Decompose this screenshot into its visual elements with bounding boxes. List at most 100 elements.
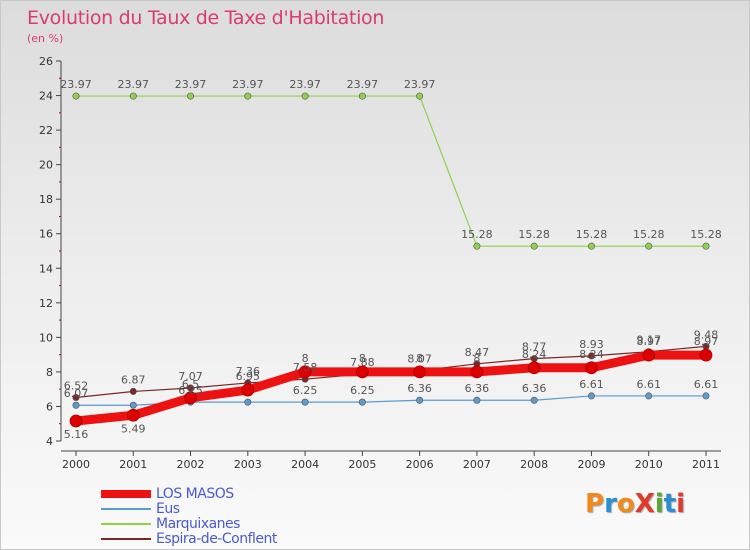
data-label: 8 <box>359 352 366 365</box>
legend-swatch <box>101 538 151 540</box>
legend-item: LOS MASOS <box>101 486 401 502</box>
y-tick-label: 22 <box>39 124 53 137</box>
y-tick-label: 14 <box>39 262 53 275</box>
data-point <box>642 348 656 362</box>
proxiti-logo: ProXiti <box>585 489 686 519</box>
data-label: 6.36 <box>465 382 490 395</box>
data-label: 8.24 <box>579 348 604 361</box>
data-label: 6.52 <box>64 379 89 392</box>
data-label: 23.97 <box>404 78 436 91</box>
series-los-masos <box>69 348 713 428</box>
data-label: 6.07 <box>64 387 89 400</box>
data-label: 6.36 <box>407 382 432 395</box>
data-label: 6.25 <box>350 384 375 397</box>
series-layer <box>69 92 713 428</box>
data-point <box>187 384 195 392</box>
legend-label: Eus <box>156 501 180 517</box>
y-tick-label: 18 <box>39 193 53 206</box>
data-point <box>129 401 137 409</box>
data-point <box>530 242 538 250</box>
data-label: 7.88 <box>350 356 375 369</box>
data-point <box>530 396 538 404</box>
data-point <box>184 391 197 405</box>
x-tick-label: 2007 <box>463 458 491 471</box>
data-point <box>587 352 595 360</box>
y-tick-label: 26 <box>39 55 53 68</box>
data-label: 5.16 <box>64 428 89 441</box>
legend-item: Eus <box>101 501 401 517</box>
data-label: 9.48 <box>694 328 719 341</box>
data-point <box>244 92 252 100</box>
data-label: 8.24 <box>522 348 547 361</box>
data-point <box>473 396 481 404</box>
data-label: 7.58 <box>293 361 318 374</box>
data-label: 15.28 <box>690 228 722 241</box>
x-tick-label: 2000 <box>62 458 90 471</box>
y-tick-label: 12 <box>39 297 53 310</box>
legend-item: Espira-de-Conflent <box>101 531 401 547</box>
x-tick-label: 2011 <box>692 458 720 471</box>
y-tick-label: 4 <box>46 435 53 448</box>
data-point <box>72 92 80 100</box>
data-label: 9.17 <box>636 334 661 347</box>
data-point <box>187 92 195 100</box>
data-point <box>470 365 484 379</box>
data-point <box>358 92 366 100</box>
data-point <box>527 361 541 375</box>
legend-item: Marquixanes <box>101 516 401 532</box>
series-marquixanes <box>72 92 710 250</box>
data-point <box>416 92 424 100</box>
data-label: 8 <box>302 352 309 365</box>
data-label: 23.97 <box>60 78 92 91</box>
data-label: 23.97 <box>289 78 321 91</box>
data-point <box>413 365 427 379</box>
data-label: 15.28 <box>461 228 493 241</box>
data-label: 6.61 <box>636 378 661 391</box>
legend-swatch <box>101 523 151 525</box>
data-point <box>702 392 710 400</box>
legend-swatch <box>101 490 151 498</box>
data-label: 8.47 <box>465 346 490 359</box>
data-label: 6.5 <box>182 378 200 391</box>
data-label: 8.07 <box>407 353 432 366</box>
data-point <box>301 398 309 406</box>
data-point <box>301 92 309 100</box>
data-point <box>473 242 481 250</box>
data-label: 15.28 <box>518 228 550 241</box>
data-label: 23.97 <box>118 78 150 91</box>
legend-label: Marquixanes <box>156 516 240 532</box>
unit-label: (en %) <box>27 32 64 45</box>
data-label: 15.28 <box>633 228 665 241</box>
data-label: 8.97 <box>636 335 661 348</box>
data-point <box>416 396 424 404</box>
data-point <box>702 242 710 250</box>
chart-axes: 4 6 8 10 12 14 16 18 20 22 24 26 2000 2001 2002 2003 200… <box>39 55 721 471</box>
x-tick-label: 2005 <box>348 458 376 471</box>
data-point <box>72 393 80 401</box>
series-line-los-masos <box>71 350 711 426</box>
x-tick-label: 2004 <box>291 458 319 471</box>
x-tick-label: 2001 <box>119 458 147 471</box>
data-point <box>298 365 312 379</box>
data-label: 6.25 <box>178 384 203 397</box>
data-point <box>587 242 595 250</box>
data-point <box>645 242 653 250</box>
data-point <box>129 92 137 100</box>
x-tick-label: 2009 <box>577 458 605 471</box>
legend-swatch <box>101 508 151 510</box>
data-point <box>129 387 137 395</box>
data-label: 6.25 <box>293 384 318 397</box>
y-tick-label: 6 <box>46 400 53 413</box>
data-label: 8.93 <box>579 338 604 351</box>
data-point <box>358 398 366 406</box>
y-tick-label: 8 <box>46 366 53 379</box>
data-label: 7.07 <box>178 370 203 383</box>
legend-label: LOS MASOS <box>156 486 234 502</box>
data-label: 6.36 <box>522 382 547 395</box>
chart-title: Evolution du Taux de Taxe d'Habitation <box>27 7 385 29</box>
x-tick-label: 2002 <box>177 458 205 471</box>
series-line-marquixanes <box>75 95 707 247</box>
y-tick-label: 20 <box>39 159 53 172</box>
